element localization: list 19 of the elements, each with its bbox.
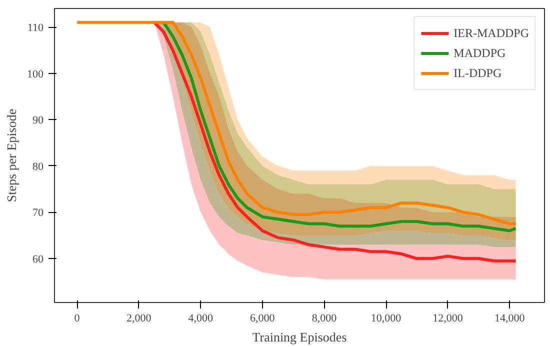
x-tick-label: 4,000 <box>188 312 214 324</box>
legend-label: IL-DDPG <box>454 66 502 80</box>
y-tick-label: 100 <box>27 68 44 80</box>
x-axis-title: Training Episodes <box>252 330 347 344</box>
x-tick-label: 6,000 <box>250 312 276 324</box>
x-tick-label: 8,000 <box>312 312 338 324</box>
x-tick-label: 14,000 <box>494 312 526 324</box>
legend-label: MADDPG <box>454 46 506 60</box>
y-axis-title: Steps per Episode <box>4 108 19 202</box>
legend-label: IER-MADDPG <box>454 26 529 40</box>
y-tick-label: 80 <box>32 160 44 173</box>
y-tick-label: 70 <box>32 207 44 220</box>
y-tick-label: 90 <box>32 114 44 127</box>
x-tick-label: 10,000 <box>370 312 402 324</box>
x-tick-label: 2,000 <box>126 312 152 324</box>
x-tick-label: 12,000 <box>432 312 464 324</box>
x-tick-label: 0 <box>74 312 80 324</box>
y-tick-label: 110 <box>27 22 44 34</box>
y-tick-label: 60 <box>32 254 44 266</box>
